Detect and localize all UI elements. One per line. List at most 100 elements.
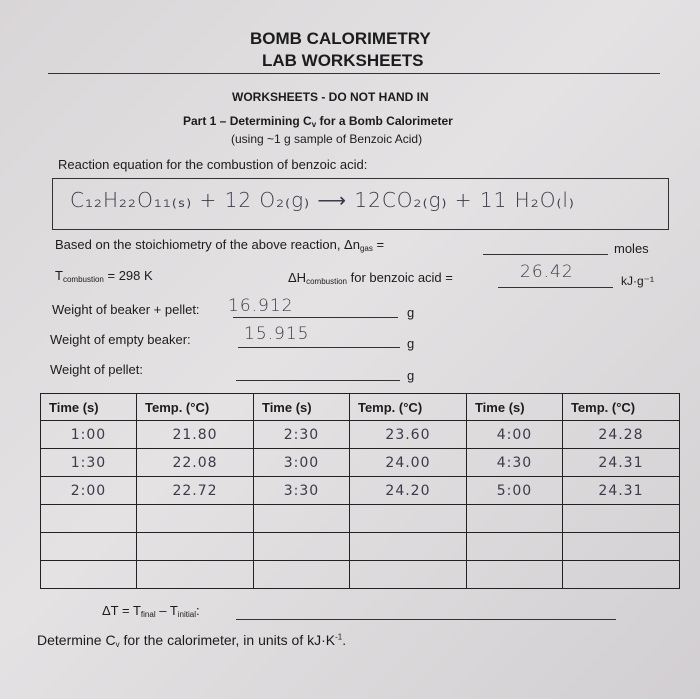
empty-cell: [465, 560, 563, 589]
answer: 26.42: [520, 262, 574, 282]
empty-cell: [135, 504, 254, 533]
field-label: Based on the stoichiometry of the above …: [55, 237, 384, 253]
unit: moles: [614, 241, 649, 256]
empty-cell: [348, 504, 467, 533]
table-row: 1:00 21.80 2:30 23.60 4:00 24.28: [40, 420, 681, 449]
empty-cell: [135, 560, 254, 589]
blank: [498, 287, 613, 288]
empty-row: [40, 504, 681, 533]
unit: g: [407, 305, 415, 320]
text: for benzoic acid =: [347, 270, 453, 285]
handwritten-equation: C₁₂H₂₂O₁₁₍ₛ₎ + 12 O₂₍g₎ ⟶ 12CO₂₍g₎ + 11 …: [70, 188, 575, 212]
answer: 15.915: [244, 324, 310, 344]
blank: [238, 347, 400, 348]
column-header: Temp. (°C): [561, 393, 681, 421]
field-label: Weight of empty beaker:: [50, 332, 191, 347]
title: LAB WORKSHEETS: [262, 51, 424, 70]
text: .: [342, 632, 347, 648]
subscript: gas: [359, 244, 373, 253]
column-header: Time (s): [465, 393, 563, 421]
answer: 16.912: [228, 296, 294, 316]
blank: [483, 254, 608, 255]
cell: 24.31: [561, 476, 681, 505]
text: – T: [155, 603, 178, 618]
empty-cell: [252, 560, 350, 589]
cell: 24.20: [348, 476, 467, 505]
column-header: Temp. (°C): [135, 393, 254, 421]
blank: [236, 619, 616, 620]
text: Part 1 – Determining C: [183, 114, 312, 128]
table-row: 1:30 22.08 3:00 24.00 4:30 24.31: [40, 448, 681, 477]
text: T: [55, 268, 63, 283]
superscript: -1: [335, 632, 343, 642]
subscript: final: [140, 610, 156, 619]
cell: 1:30: [40, 448, 137, 477]
empty-cell: [561, 504, 681, 533]
subscript: v: [311, 120, 317, 129]
text: :: [196, 603, 200, 618]
text: ΔT = T: [102, 603, 141, 618]
text: Determine C: [37, 632, 116, 648]
blank: [233, 317, 398, 318]
text: = 298 K: [103, 268, 153, 283]
empty-cell: [561, 560, 681, 589]
column-header: Temp. (°C): [348, 393, 467, 421]
title: BOMB CALORIMETRY: [250, 29, 431, 48]
text: =: [372, 237, 385, 252]
unit: kJ·g⁻¹: [621, 274, 654, 288]
cell: 2:30: [252, 420, 350, 449]
determine: Determine Cv for the calorimeter, in uni…: [37, 632, 346, 649]
text: for the calorimeter, in units of kJ·K: [119, 632, 336, 648]
notice: WORKSHEETS - DO NOT HAND IN: [232, 90, 429, 104]
cell: 1:00: [40, 420, 137, 449]
subscript: combustion: [306, 277, 347, 286]
unit: g: [407, 368, 415, 383]
cell: 21.80: [135, 420, 254, 449]
cell: 24.00: [348, 448, 467, 477]
empty-cell: [252, 532, 350, 561]
empty-cell: [348, 532, 467, 561]
subscript: v: [115, 640, 120, 649]
cell: 2:00: [40, 476, 137, 505]
empty-cell: [40, 504, 137, 533]
field-label: Tcombustion = 298 K: [55, 268, 153, 284]
data-table: Time (s) Temp. (°C) Time (s) Temp. (°C) Time…: [40, 393, 681, 589]
empty-cell: [252, 504, 350, 533]
empty-row: [40, 560, 681, 589]
cell: 22.72: [135, 476, 254, 505]
empty-cell: [40, 560, 137, 589]
empty-cell: [465, 532, 563, 561]
cell: 3:00: [252, 448, 350, 477]
empty-cell: [40, 532, 137, 561]
prompt: Reaction equation for the combustion of …: [58, 157, 368, 172]
empty-cell: [348, 560, 467, 589]
cell: 4:30: [465, 448, 563, 477]
column-header: Time (s): [40, 393, 137, 421]
cell: 3:30: [252, 476, 350, 505]
column-header: Time (s): [252, 393, 350, 421]
cell: 23.60: [348, 420, 467, 449]
cell: 4:00: [465, 420, 563, 449]
cell: 24.31: [561, 448, 681, 477]
empty-cell: [561, 532, 681, 561]
text: ΔH: [288, 270, 307, 285]
empty-cell: [135, 532, 254, 561]
subscript: initial: [177, 610, 197, 619]
cell: 22.08: [135, 448, 254, 477]
rule: [48, 73, 660, 74]
subtitle: (using ~1 g sample of Benzoic Acid): [231, 132, 423, 146]
equation-box: [52, 178, 669, 230]
table-row: 2:00 22.72 3:30 24.20 5:00 24.31: [40, 476, 681, 505]
cell: 24.28: [561, 420, 681, 449]
header-row: Time (s) Temp. (°C) Time (s) Temp. (°C) Time…: [40, 393, 681, 421]
field-label: Weight of pellet:: [50, 362, 143, 377]
text: for a Bomb Calorimeter: [316, 114, 453, 128]
field-label: Weight of beaker + pellet:: [52, 302, 200, 317]
field-label: ΔHcombustion for benzoic acid =: [288, 270, 453, 286]
blank: [236, 380, 400, 381]
delta-t: ΔT = Tfinal – Tinitial:: [102, 603, 200, 619]
part-heading: Part 1 – Determining Cv for a Bomb Calor…: [183, 114, 453, 129]
text: Based on the stoichiometry of the above …: [55, 237, 360, 252]
unit: g: [407, 336, 415, 351]
